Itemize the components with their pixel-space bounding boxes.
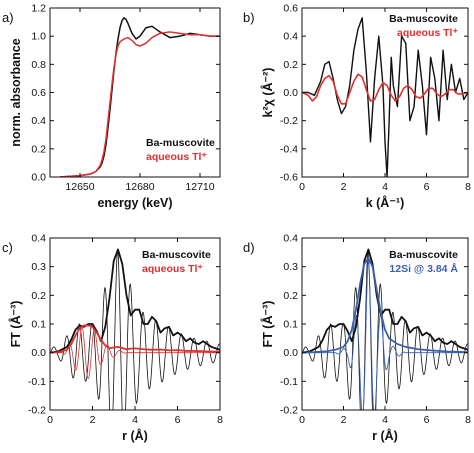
x-tick-label: 8 <box>217 414 223 426</box>
panel-3: d) -0.2 -0.1 0.0 0.1 0.2 0.3 0.4 0 2 4 6 8 r (Å) FT (Å… <box>243 233 471 444</box>
x-axis-label: energy (keV) <box>97 196 172 210</box>
plot-area <box>59 17 220 177</box>
y-tick-label: 0.6 <box>283 3 298 15</box>
y-tick-label: 1.0 <box>31 31 46 43</box>
panel-label: d) <box>243 240 255 255</box>
y-tick-label: 0.0 <box>283 347 298 359</box>
y-tick-label: 0.1 <box>283 319 298 331</box>
component-line <box>50 326 220 380</box>
x-tick-label: 12680 <box>125 181 154 193</box>
y-tick-label: 0.1 <box>31 319 46 331</box>
x-tick-label: 4 <box>382 181 388 193</box>
plot-area <box>302 17 468 177</box>
y-tick-label: -0.4 <box>280 143 298 155</box>
x-axis-label: r (Å) <box>372 428 398 443</box>
y-tick-label: 0.0 <box>31 172 46 184</box>
x-tick-label: 2 <box>90 414 96 426</box>
y-tick-label: -0.1 <box>28 376 46 388</box>
y-tick-label: 1.2 <box>31 3 46 15</box>
series-line <box>302 257 468 354</box>
x-tick-label: 2 <box>341 414 347 426</box>
y-tick-label: -0.2 <box>280 405 298 417</box>
series-line <box>302 17 468 177</box>
y-tick-label: 0.4 <box>31 115 46 127</box>
y-axis-label: FT (Å⁻³) <box>260 301 275 348</box>
x-tick-label: 4 <box>382 414 388 426</box>
y-tick-label: 0.0 <box>31 347 46 359</box>
component-line <box>302 258 468 410</box>
x-tick-label: 12710 <box>185 181 214 193</box>
series-line <box>59 31 220 177</box>
y-tick-label: 0.4 <box>283 31 298 43</box>
y-tick-label: -0.6 <box>280 172 298 184</box>
y-tick-label: 0.3 <box>31 261 46 273</box>
x-tick-label: 8 <box>465 181 471 193</box>
series-line <box>302 73 468 105</box>
y-tick-label: 0.6 <box>31 87 46 99</box>
plot-area <box>302 248 468 410</box>
legend-entry: 12Si @ 3.84 Å <box>389 262 458 275</box>
x-tick-label: 0 <box>47 414 53 426</box>
legend-entry: aqueous Tl⁺ <box>142 263 203 275</box>
legend-entry: aqueous Tl⁺ <box>397 27 458 39</box>
x-tick-label: 12650 <box>65 181 94 193</box>
plot-area <box>50 248 220 410</box>
y-tick-label: 0.2 <box>283 290 298 302</box>
y-tick-label: -0.2 <box>280 115 298 127</box>
y-axis-label: norm. absorbance <box>9 38 23 146</box>
x-tick-label: 6 <box>424 414 430 426</box>
y-tick-label: 0.8 <box>31 59 46 71</box>
y-tick-label: 0.2 <box>31 143 46 155</box>
x-tick-label: 6 <box>175 414 181 426</box>
legend-entry: Ba-muscovite <box>146 137 215 149</box>
y-axis-label: k²χ (Å⁻²) <box>260 68 275 118</box>
x-axis-label: k (Å⁻¹) <box>366 195 405 210</box>
y-tick-label: 0.2 <box>31 290 46 302</box>
component-line <box>50 249 220 410</box>
y-tick-label: 0.3 <box>283 261 298 273</box>
panel-label: c) <box>2 240 13 255</box>
x-tick-label: 8 <box>465 414 471 426</box>
panel-2: c) -0.2 -0.1 0.0 0.1 0.2 0.3 0.4 0 2 4 6 8 r (Å) FT (Å… <box>2 233 223 444</box>
y-tick-label: 0.4 <box>283 233 298 245</box>
panel-1: b) -0.6 -0.4 -0.2 0.0 0.2 0.4 0.6 0 2 4 6 8 k (Å⁻¹) k²… <box>243 3 471 211</box>
legend-entry: Ba-muscovite <box>142 249 211 261</box>
legend-entry: Ba-muscovite <box>389 13 458 25</box>
x-tick-label: 0 <box>299 414 305 426</box>
x-tick-label: 2 <box>341 181 347 193</box>
y-tick-label: 0.2 <box>283 59 298 71</box>
legend-entry: Ba-muscovite <box>389 249 458 261</box>
y-axis-label: FT (Å⁻³) <box>8 301 23 348</box>
x-tick-label: 6 <box>424 181 430 193</box>
x-axis-label: r (Å) <box>122 428 148 443</box>
component-line <box>302 249 468 410</box>
series-line <box>50 324 220 354</box>
legend-entry: aqueous Tl⁺ <box>146 151 207 163</box>
series-line <box>302 248 468 354</box>
y-tick-label: -0.2 <box>28 405 46 417</box>
panel-0: a) 0.0 0.2 0.4 0.6 0.8 1.0 1.2 12650 12680 12710 en… <box>2 3 221 210</box>
panel-label: b) <box>243 10 255 25</box>
panel-label: a) <box>2 10 14 25</box>
series-line <box>59 17 220 177</box>
x-tick-label: 0 <box>299 181 305 193</box>
y-tick-label: 0.4 <box>31 233 46 245</box>
y-tick-label: 0.0 <box>283 87 298 99</box>
y-tick-label: -0.1 <box>280 376 298 388</box>
x-tick-label: 4 <box>132 414 138 426</box>
